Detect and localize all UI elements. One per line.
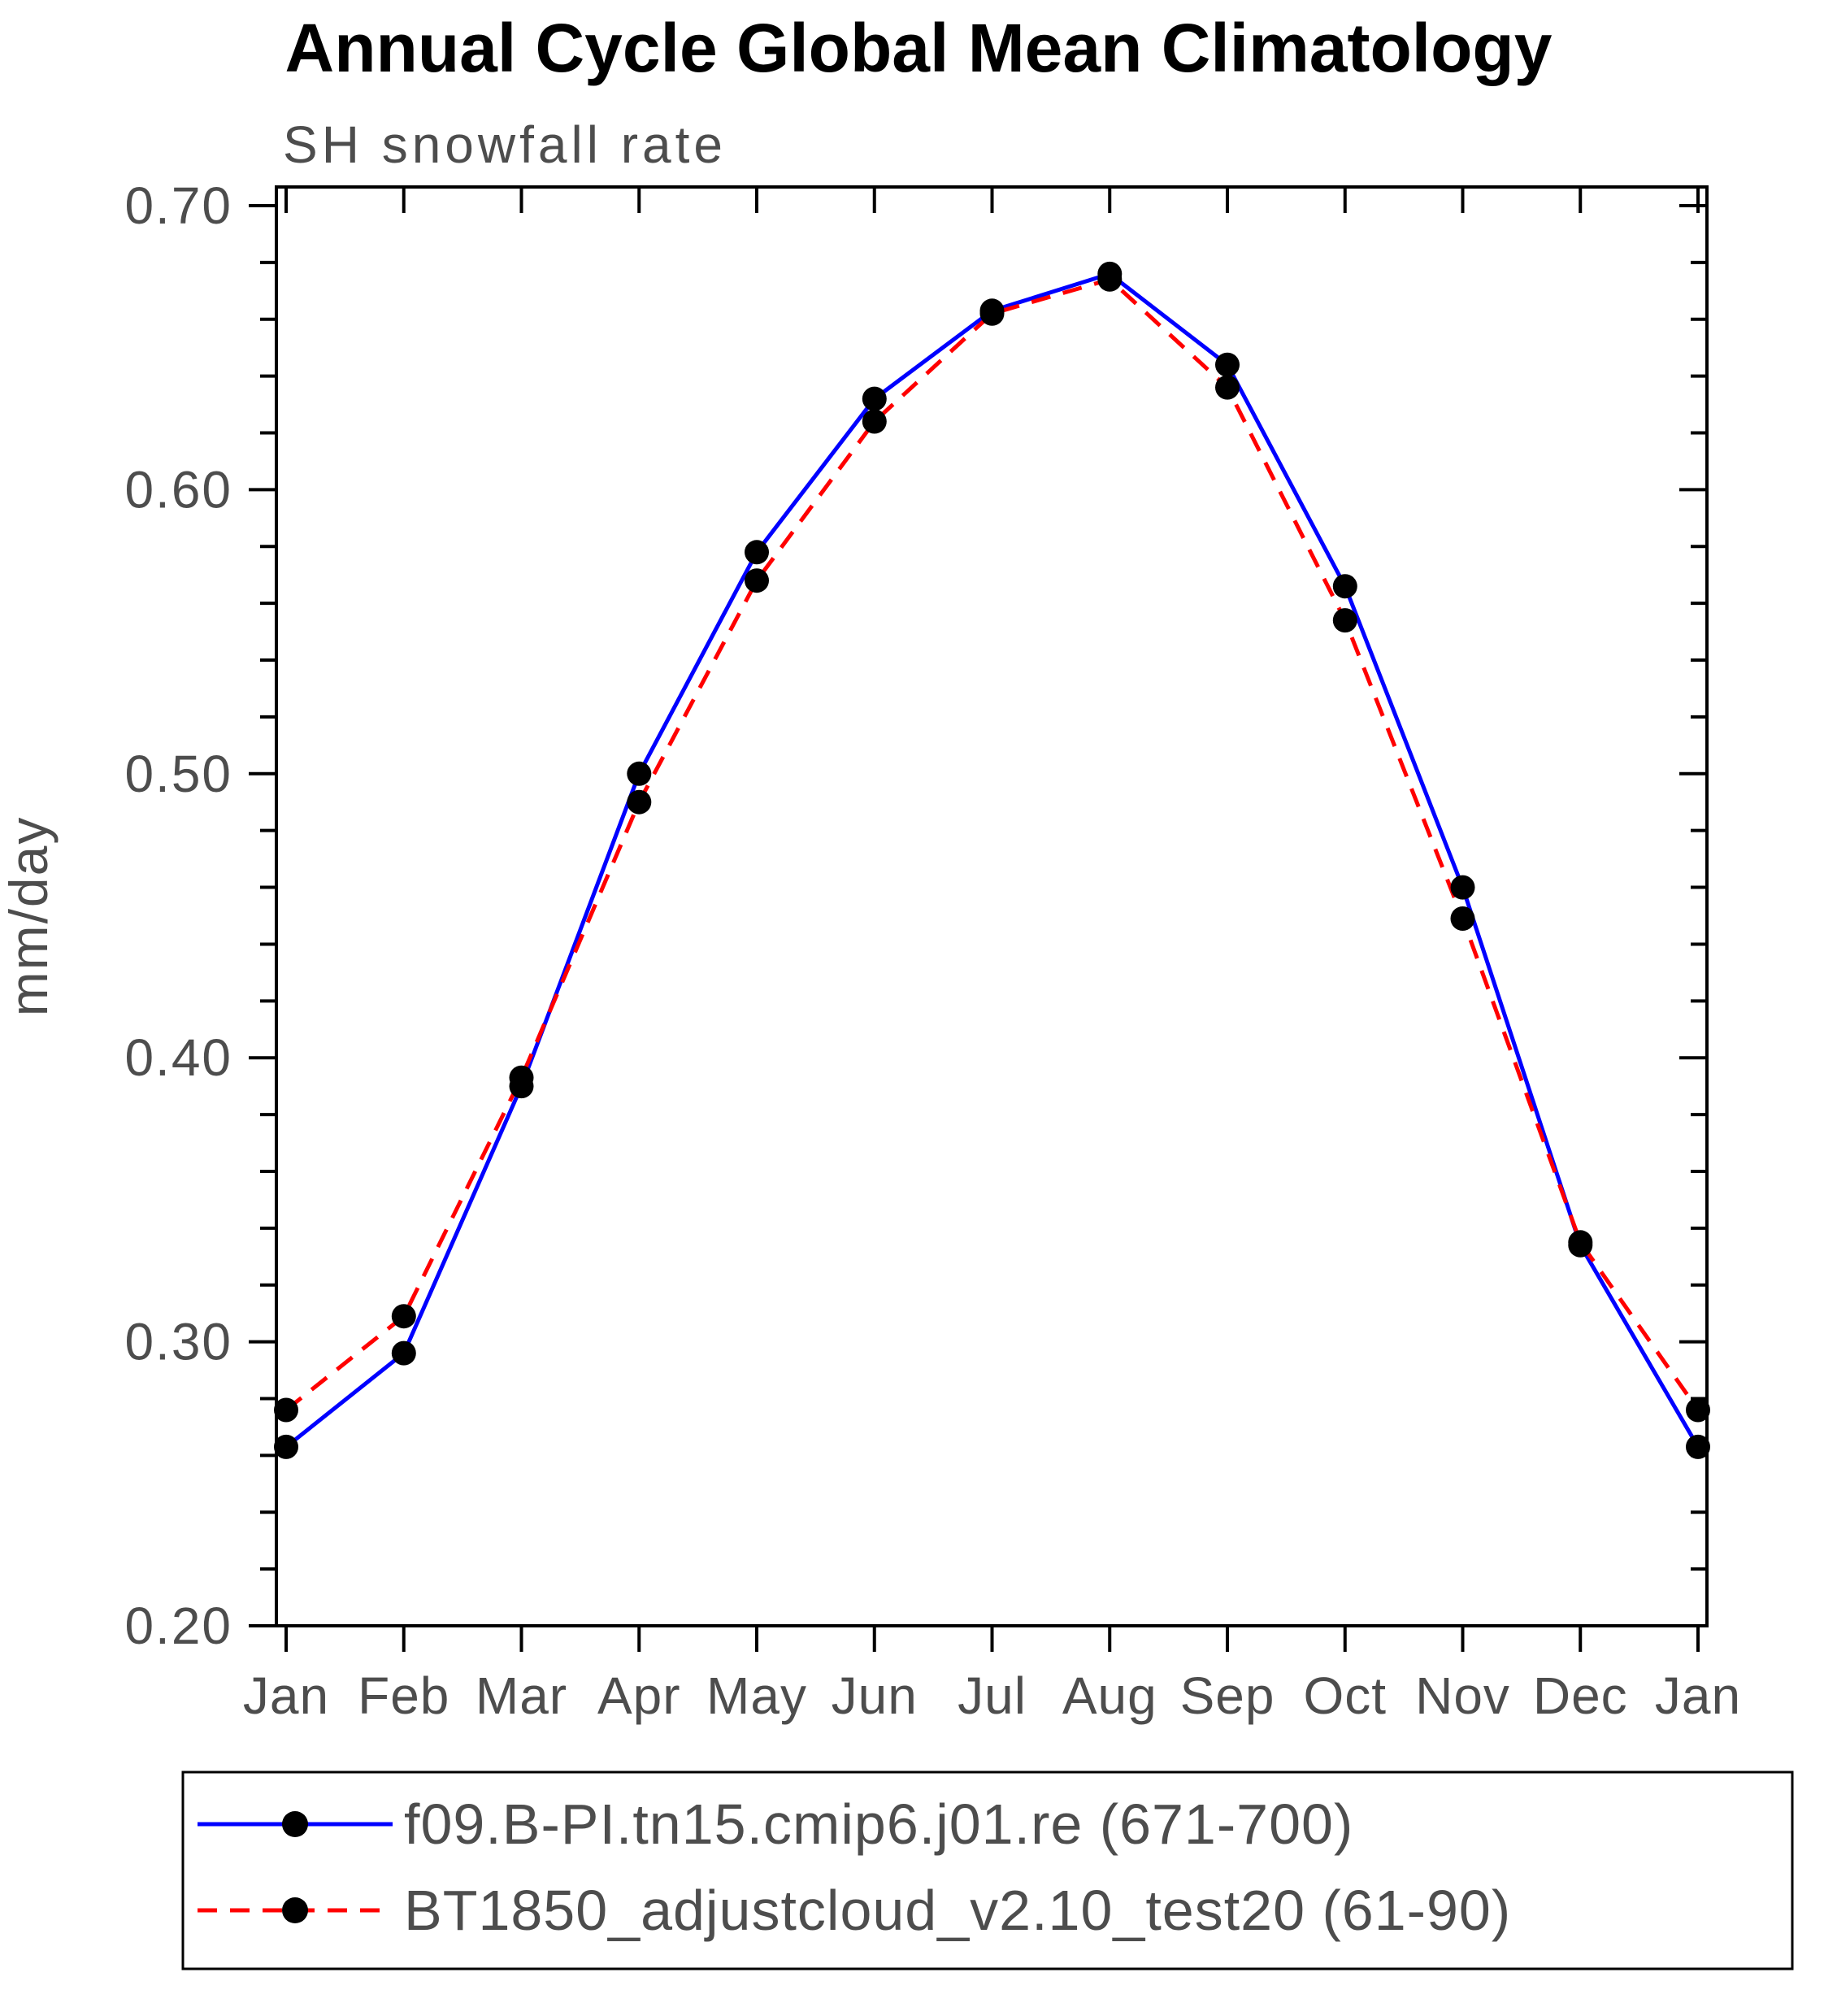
data-point-marker xyxy=(1686,1434,1710,1459)
data-point-marker xyxy=(1450,906,1475,931)
data-point-marker xyxy=(862,409,887,434)
x-tick-label: Mar xyxy=(476,1666,567,1725)
x-tick-label: Apr xyxy=(597,1666,681,1725)
data-point-marker xyxy=(1332,574,1357,599)
y-tick-label: 0.30 xyxy=(124,1313,232,1371)
x-tick-label: Jan xyxy=(243,1666,329,1725)
legend: f09.B-PI.tn15.cmip6.j01.re (671-700) BT18… xyxy=(181,1771,1794,1970)
data-point-marker xyxy=(391,1304,416,1329)
data-point-marker xyxy=(745,568,769,593)
x-tick-label: May xyxy=(706,1666,807,1725)
data-point-marker xyxy=(627,761,652,786)
chart-subtitle: SH snowfall rate xyxy=(283,115,727,174)
data-point-marker xyxy=(1450,875,1475,900)
data-point-marker xyxy=(274,1434,298,1459)
y-tick-label: 0.60 xyxy=(124,460,232,519)
y-tick-label: 0.50 xyxy=(124,745,232,803)
data-point-marker xyxy=(979,301,1005,326)
data-point-marker xyxy=(1568,1230,1593,1255)
chart-title: Annual Cycle Global Mean Climatology xyxy=(285,10,1553,86)
x-tick-label: Sep xyxy=(1180,1666,1275,1725)
data-point-marker xyxy=(509,1065,534,1090)
data-point-marker xyxy=(1686,1397,1710,1423)
series-lines xyxy=(284,272,1700,1449)
data-point-marker xyxy=(1215,375,1240,400)
y-axis-title: mm/day xyxy=(0,816,59,1017)
axes: Jan Feb Mar Apr May Jun Jul Aug Sep Oct Nov Dec Jan0… xyxy=(124,176,1741,1725)
data-point-marker xyxy=(627,789,652,815)
y-tick-label: 0.40 xyxy=(124,1028,232,1087)
data-point-marker xyxy=(1215,352,1240,377)
x-tick-label: Oct xyxy=(1303,1666,1387,1725)
y-tick-label: 0.20 xyxy=(124,1597,232,1655)
series-line-1 xyxy=(284,277,1700,1412)
y-tick-label: 0.70 xyxy=(124,176,232,235)
data-point-marker xyxy=(1332,608,1357,633)
data-point-marker xyxy=(1097,267,1123,292)
x-tick-label: Jun xyxy=(832,1666,918,1725)
x-tick-label: Jul xyxy=(958,1666,1027,1725)
data-point-marker xyxy=(391,1340,416,1366)
x-tick-label: Aug xyxy=(1062,1666,1157,1725)
series-line-0 xyxy=(284,272,1700,1449)
data-point-markers xyxy=(274,261,1710,1459)
x-tick-label: Jan xyxy=(1655,1666,1741,1725)
legend-box xyxy=(181,1771,1794,1970)
plot-frame xyxy=(275,185,1709,1627)
legend-label-0: f09.B-PI.tn15.cmip6.j01.re (671-700) xyxy=(404,1792,1353,1856)
data-point-marker xyxy=(862,386,887,411)
data-point-marker xyxy=(745,540,769,565)
data-point-marker xyxy=(274,1397,298,1423)
x-tick-label: Dec xyxy=(1533,1666,1628,1725)
legend-label-1: BT1850_adjustcloud_v2.10_test20 (61-90) xyxy=(404,1879,1511,1942)
legend-marker-1 xyxy=(282,1897,308,1923)
x-tick-label: Feb xyxy=(358,1666,449,1725)
x-tick-label: Nov xyxy=(1415,1666,1510,1725)
legend-marker-0 xyxy=(282,1811,308,1837)
